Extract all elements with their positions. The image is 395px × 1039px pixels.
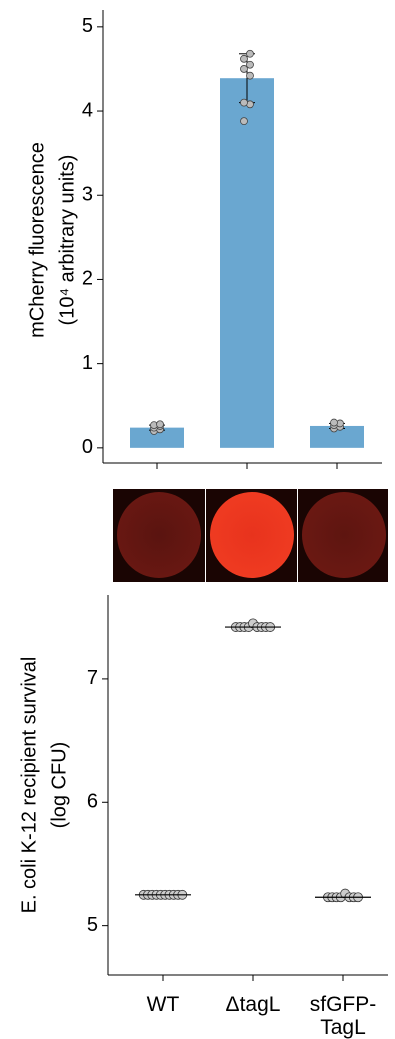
data-point: [241, 65, 248, 72]
image-panel: [113, 489, 205, 582]
page: mCherry fluorescence (10⁴ arbitrary units…: [0, 0, 395, 1027]
data-point: [247, 61, 254, 68]
data-point: [247, 72, 254, 79]
image-panel: [206, 489, 297, 582]
y-axis-label: mCherry fluorescence: [26, 142, 48, 338]
y-tick-label: 4: [82, 99, 93, 121]
y-tick-label: 1: [82, 352, 93, 374]
x-tick-label: sfGFP-TagL: [303, 993, 383, 1039]
y-tick-label: 0: [82, 436, 93, 458]
y-tick-label: 3: [82, 184, 93, 206]
data-point: [241, 55, 248, 62]
y-axis-label: (10⁴ arbitrary units): [56, 155, 78, 326]
x-tick-label: ΔtagL: [213, 993, 293, 1016]
y-axis-label: E. coli K-12 recipient survival: [18, 657, 40, 914]
data-point: [331, 419, 338, 426]
image-panel: [298, 489, 388, 582]
x-tick-label: WT: [123, 993, 203, 1016]
y-tick-label: 6: [87, 791, 98, 813]
y-axis-label: (log CFU): [48, 742, 70, 829]
y-tick-label: 2: [82, 268, 93, 290]
y-tick-label: 7: [87, 667, 98, 689]
data-point: [247, 50, 254, 57]
data-point: [241, 118, 248, 125]
data-point: [157, 421, 164, 428]
y-tick-label: 5: [87, 914, 98, 936]
data-point: [241, 99, 248, 106]
y-tick-label: 5: [82, 15, 93, 37]
bar: [220, 78, 274, 448]
